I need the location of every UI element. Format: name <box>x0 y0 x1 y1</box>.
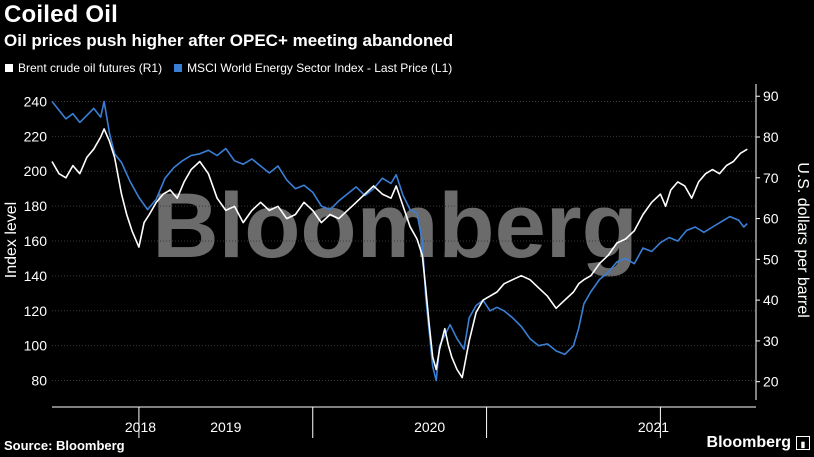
legend-item-brent: Brent crude oil futures (R1) <box>5 61 162 75</box>
legend-label-msci: MSCI World Energy Sector Index - Last Pr… <box>187 61 453 75</box>
y-right-tick-label: 50 <box>763 251 779 267</box>
legend-swatch-brent <box>5 64 13 72</box>
y-axis-right: 20 30 40 50 60 70 80 90 <box>755 84 779 400</box>
chart-subtitle: Oil prices push higher after OPEC+ meeti… <box>4 31 454 50</box>
x-tick-label: 2020 <box>414 419 445 435</box>
series-line-brent <box>51 128 748 379</box>
x-tick-label: 2019 <box>210 419 241 435</box>
y-left-tick-label: 160 <box>24 233 48 249</box>
y-right-tick-label: 80 <box>763 129 779 145</box>
x-tick-label: 2018 <box>125 419 156 435</box>
y-right-tick-label: 70 <box>763 170 779 186</box>
bar-chart-icon: ▮ <box>796 436 810 450</box>
legend-label-brent: Brent crude oil futures (R1) <box>18 61 163 75</box>
y-right-tick-label: 30 <box>763 333 779 349</box>
brand-logo: Bloomberg ▮ <box>707 434 810 452</box>
y-axis-left-label: Index level <box>3 202 20 279</box>
chart-title: Coiled Oil <box>4 1 119 28</box>
y-right-tick-label: 40 <box>763 292 779 308</box>
y-left-tick-label: 220 <box>24 128 48 144</box>
source-note: Source: Bloomberg <box>4 438 125 453</box>
x-tick-label: 2021 <box>638 419 669 435</box>
y-axis-left: 80 100 120 140 160 180 200 220 240 <box>24 93 48 388</box>
legend-item-msci: MSCI World Energy Sector Index - Last Pr… <box>174 61 452 75</box>
y-left-tick-label: 240 <box>24 93 48 109</box>
watermark-text: Bloomberg <box>152 175 638 277</box>
brand-name: Bloomberg <box>706 434 791 451</box>
y-right-tick-label: 90 <box>763 88 779 104</box>
y-left-tick-label: 140 <box>24 268 48 284</box>
grid-lines <box>52 100 756 382</box>
y-right-tick-label: 20 <box>763 374 779 390</box>
series-group <box>51 100 748 382</box>
y-left-tick-label: 120 <box>24 303 48 319</box>
y-axis-right-label: U.S. dollars per barrel <box>794 162 811 318</box>
series-line-msci <box>51 100 748 382</box>
y-left-tick-label: 200 <box>24 163 48 179</box>
y-left-tick-label: 80 <box>31 373 47 389</box>
x-axis: 2018 2019 2020 2021 <box>52 406 756 438</box>
y-left-tick-label: 180 <box>24 198 48 214</box>
y-left-tick-label: 100 <box>24 338 48 354</box>
legend: Brent crude oil futures (R1) MSCI World … <box>5 61 464 75</box>
legend-swatch-msci <box>174 64 183 72</box>
y-right-tick-label: 60 <box>763 211 779 227</box>
